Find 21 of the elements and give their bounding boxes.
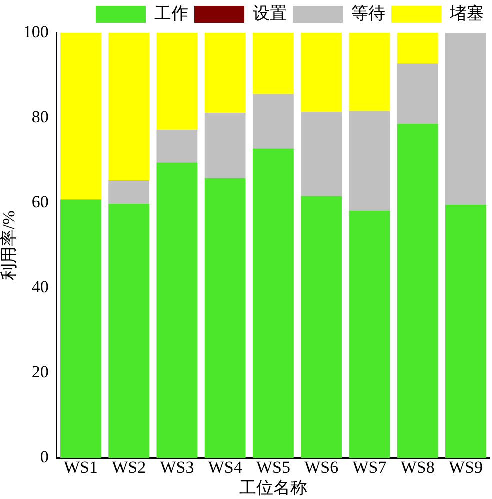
x-tick-label: WS9 bbox=[448, 458, 483, 477]
y-tick-label: 80 bbox=[32, 108, 49, 127]
y-tick-label: 100 bbox=[23, 22, 49, 42]
y-tick-label: 60 bbox=[32, 192, 49, 212]
x-tick-label: WS1 bbox=[64, 458, 98, 477]
x-tick-label: WS7 bbox=[352, 458, 388, 477]
x-axis-title: 工位名称 bbox=[239, 478, 308, 498]
x-tick-label: WS4 bbox=[208, 458, 243, 477]
x-tick-label: WS3 bbox=[160, 458, 194, 477]
y-tick-label: 40 bbox=[32, 278, 49, 297]
legend-label: 等待 bbox=[352, 4, 386, 23]
x-tick-label: WS8 bbox=[400, 458, 435, 477]
x-tick-label: WS6 bbox=[304, 458, 339, 477]
y-axis-title: 利用率/% bbox=[0, 210, 19, 281]
legend-label: 工作 bbox=[154, 4, 188, 23]
x-tick-label: WS2 bbox=[112, 458, 146, 477]
legend-label: 堵塞 bbox=[449, 4, 484, 23]
y-tick-label: 20 bbox=[32, 362, 49, 382]
legend-label: 设置 bbox=[253, 4, 287, 23]
x-tick-label: WS5 bbox=[256, 458, 290, 477]
y-tick-label: 0 bbox=[40, 448, 49, 467]
